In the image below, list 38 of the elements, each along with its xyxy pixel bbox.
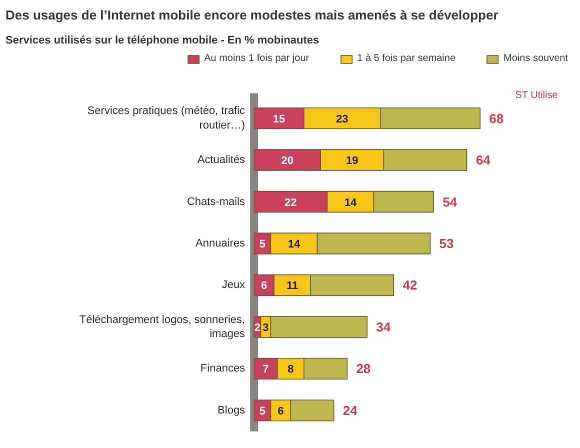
data-label: 3 xyxy=(262,322,269,334)
data-label: 14 xyxy=(344,196,358,209)
data-label: 5 xyxy=(259,238,266,250)
data-label: 2 xyxy=(254,322,260,334)
total-label: 34 xyxy=(376,319,392,334)
data-label: 14 xyxy=(288,238,301,250)
legend-label: 1 à 5 fois par semaine xyxy=(357,53,456,64)
data-label: 8 xyxy=(288,364,294,376)
total-label: 42 xyxy=(402,278,418,293)
data-label: 6 xyxy=(278,405,284,418)
data-label: 15 xyxy=(272,113,286,126)
chart-title: Des usages de l’Internet mobile encore modestes mais amenés à se développer xyxy=(6,8,498,22)
y-tick-label: Chats-mails xyxy=(186,196,246,208)
total-label: 68 xyxy=(489,110,504,126)
y-tick-label: Services pratiques (météo, trafic routier…) xyxy=(87,105,246,132)
y-tick-label: Téléchargement logos, sonneries, images xyxy=(79,314,246,340)
total-label: 28 xyxy=(356,361,371,376)
text: ST Utilise xyxy=(515,90,558,101)
data-label: 5 xyxy=(259,405,266,418)
y-tick-label: Annuaires xyxy=(196,238,246,250)
legend-label: Au moins 1 fois par jour xyxy=(204,53,310,64)
data-label: 7 xyxy=(262,364,269,376)
y-tick-label: Finances xyxy=(200,362,246,375)
y-tick-label: Blogs xyxy=(218,404,246,416)
data-label: 20 xyxy=(281,155,294,168)
y-tick-label: Jeux xyxy=(222,279,246,292)
data-label: 23 xyxy=(336,113,348,126)
data-label: 22 xyxy=(284,196,297,209)
total-label: 54 xyxy=(442,194,458,210)
total-label: 64 xyxy=(476,152,492,168)
legend-label: Moins souvent xyxy=(504,53,568,64)
total-label: 24 xyxy=(342,402,358,418)
data-label: 19 xyxy=(346,155,358,168)
total-label: 53 xyxy=(439,236,454,251)
text: Services utilisés sur le téléphone mobile - En % mobinautes xyxy=(6,34,320,46)
y-tick-label: Actualités xyxy=(197,154,246,166)
data-label: 6 xyxy=(261,280,268,292)
data-label: 11 xyxy=(286,280,298,292)
